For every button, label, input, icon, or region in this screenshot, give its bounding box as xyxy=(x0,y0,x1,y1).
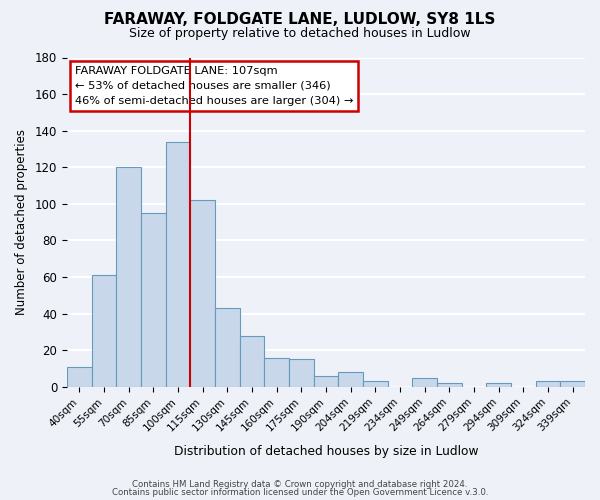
Bar xyxy=(116,168,141,387)
Bar xyxy=(92,275,116,387)
Text: FARAWAY FOLDGATE LANE: 107sqm
← 53% of detached houses are smaller (346)
46% of : FARAWAY FOLDGATE LANE: 107sqm ← 53% of d… xyxy=(75,66,353,106)
Bar xyxy=(560,382,585,387)
Bar xyxy=(190,200,215,387)
Text: Size of property relative to detached houses in Ludlow: Size of property relative to detached ho… xyxy=(129,28,471,40)
X-axis label: Distribution of detached houses by size in Ludlow: Distribution of detached houses by size … xyxy=(174,444,478,458)
Bar xyxy=(412,378,437,387)
Bar xyxy=(536,382,560,387)
Text: Contains public sector information licensed under the Open Government Licence v.: Contains public sector information licen… xyxy=(112,488,488,497)
Bar xyxy=(265,358,289,387)
Bar xyxy=(338,372,363,387)
Bar xyxy=(166,142,190,387)
Text: FARAWAY, FOLDGATE LANE, LUDLOW, SY8 1LS: FARAWAY, FOLDGATE LANE, LUDLOW, SY8 1LS xyxy=(104,12,496,28)
Bar xyxy=(314,376,338,387)
Bar xyxy=(289,360,314,387)
Bar xyxy=(363,382,388,387)
Bar xyxy=(239,336,265,387)
Y-axis label: Number of detached properties: Number of detached properties xyxy=(15,129,28,315)
Bar xyxy=(437,383,461,387)
Bar xyxy=(67,366,92,387)
Bar xyxy=(487,383,511,387)
Bar xyxy=(215,308,239,387)
Text: Contains HM Land Registry data © Crown copyright and database right 2024.: Contains HM Land Registry data © Crown c… xyxy=(132,480,468,489)
Bar xyxy=(141,213,166,387)
